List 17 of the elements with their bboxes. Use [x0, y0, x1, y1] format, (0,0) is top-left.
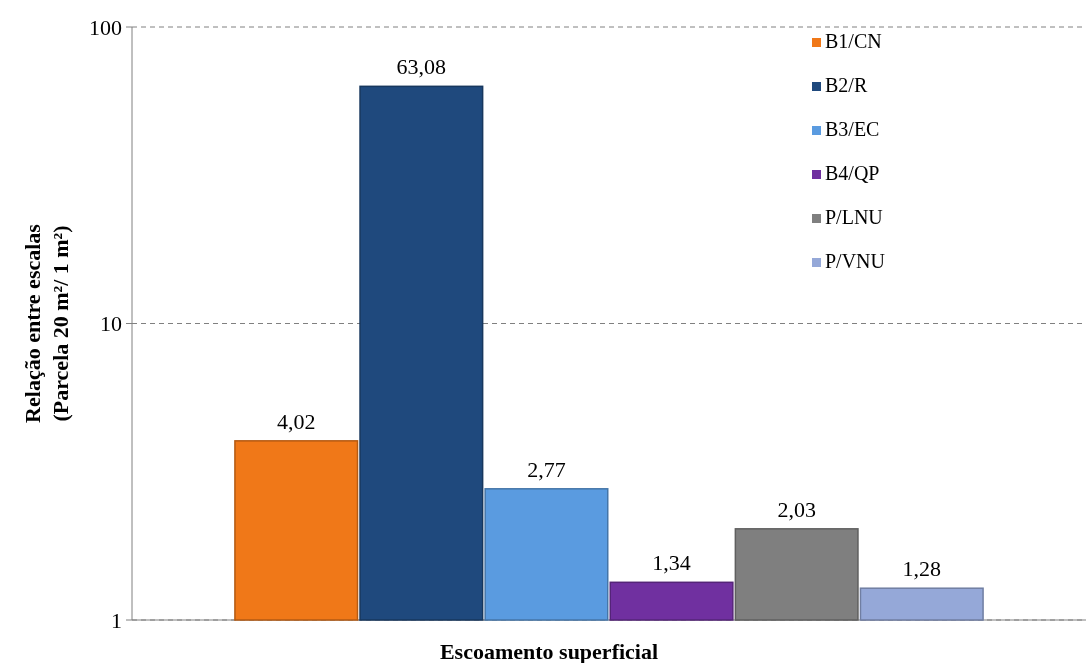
y-tick-label: 10: [100, 311, 122, 337]
y-tick-label: 100: [89, 14, 122, 40]
data-label: 2,77: [527, 456, 566, 482]
legend-label: P/LNU: [825, 206, 884, 228]
data-label: 4,02: [276, 408, 316, 434]
data-label: 1,34: [652, 550, 691, 576]
y-tick-label: 1: [111, 607, 122, 633]
data-label: 1,28: [902, 556, 942, 582]
legend-label: B1/CN: [825, 30, 882, 52]
y-axis-title: Relação entre escalas (Parcela 20 m²/ 1 m²): [20, 223, 73, 423]
x-axis-title: Escoamento superficial: [439, 639, 659, 663]
data-label: 63,08: [396, 54, 447, 80]
legend-label: B4/QP: [825, 162, 880, 184]
legend-label: P/VNU: [825, 250, 886, 272]
legend-label: B3/EC: [825, 118, 880, 140]
data-label: 2,03: [777, 496, 816, 522]
legend-label: B2/R: [825, 74, 868, 96]
